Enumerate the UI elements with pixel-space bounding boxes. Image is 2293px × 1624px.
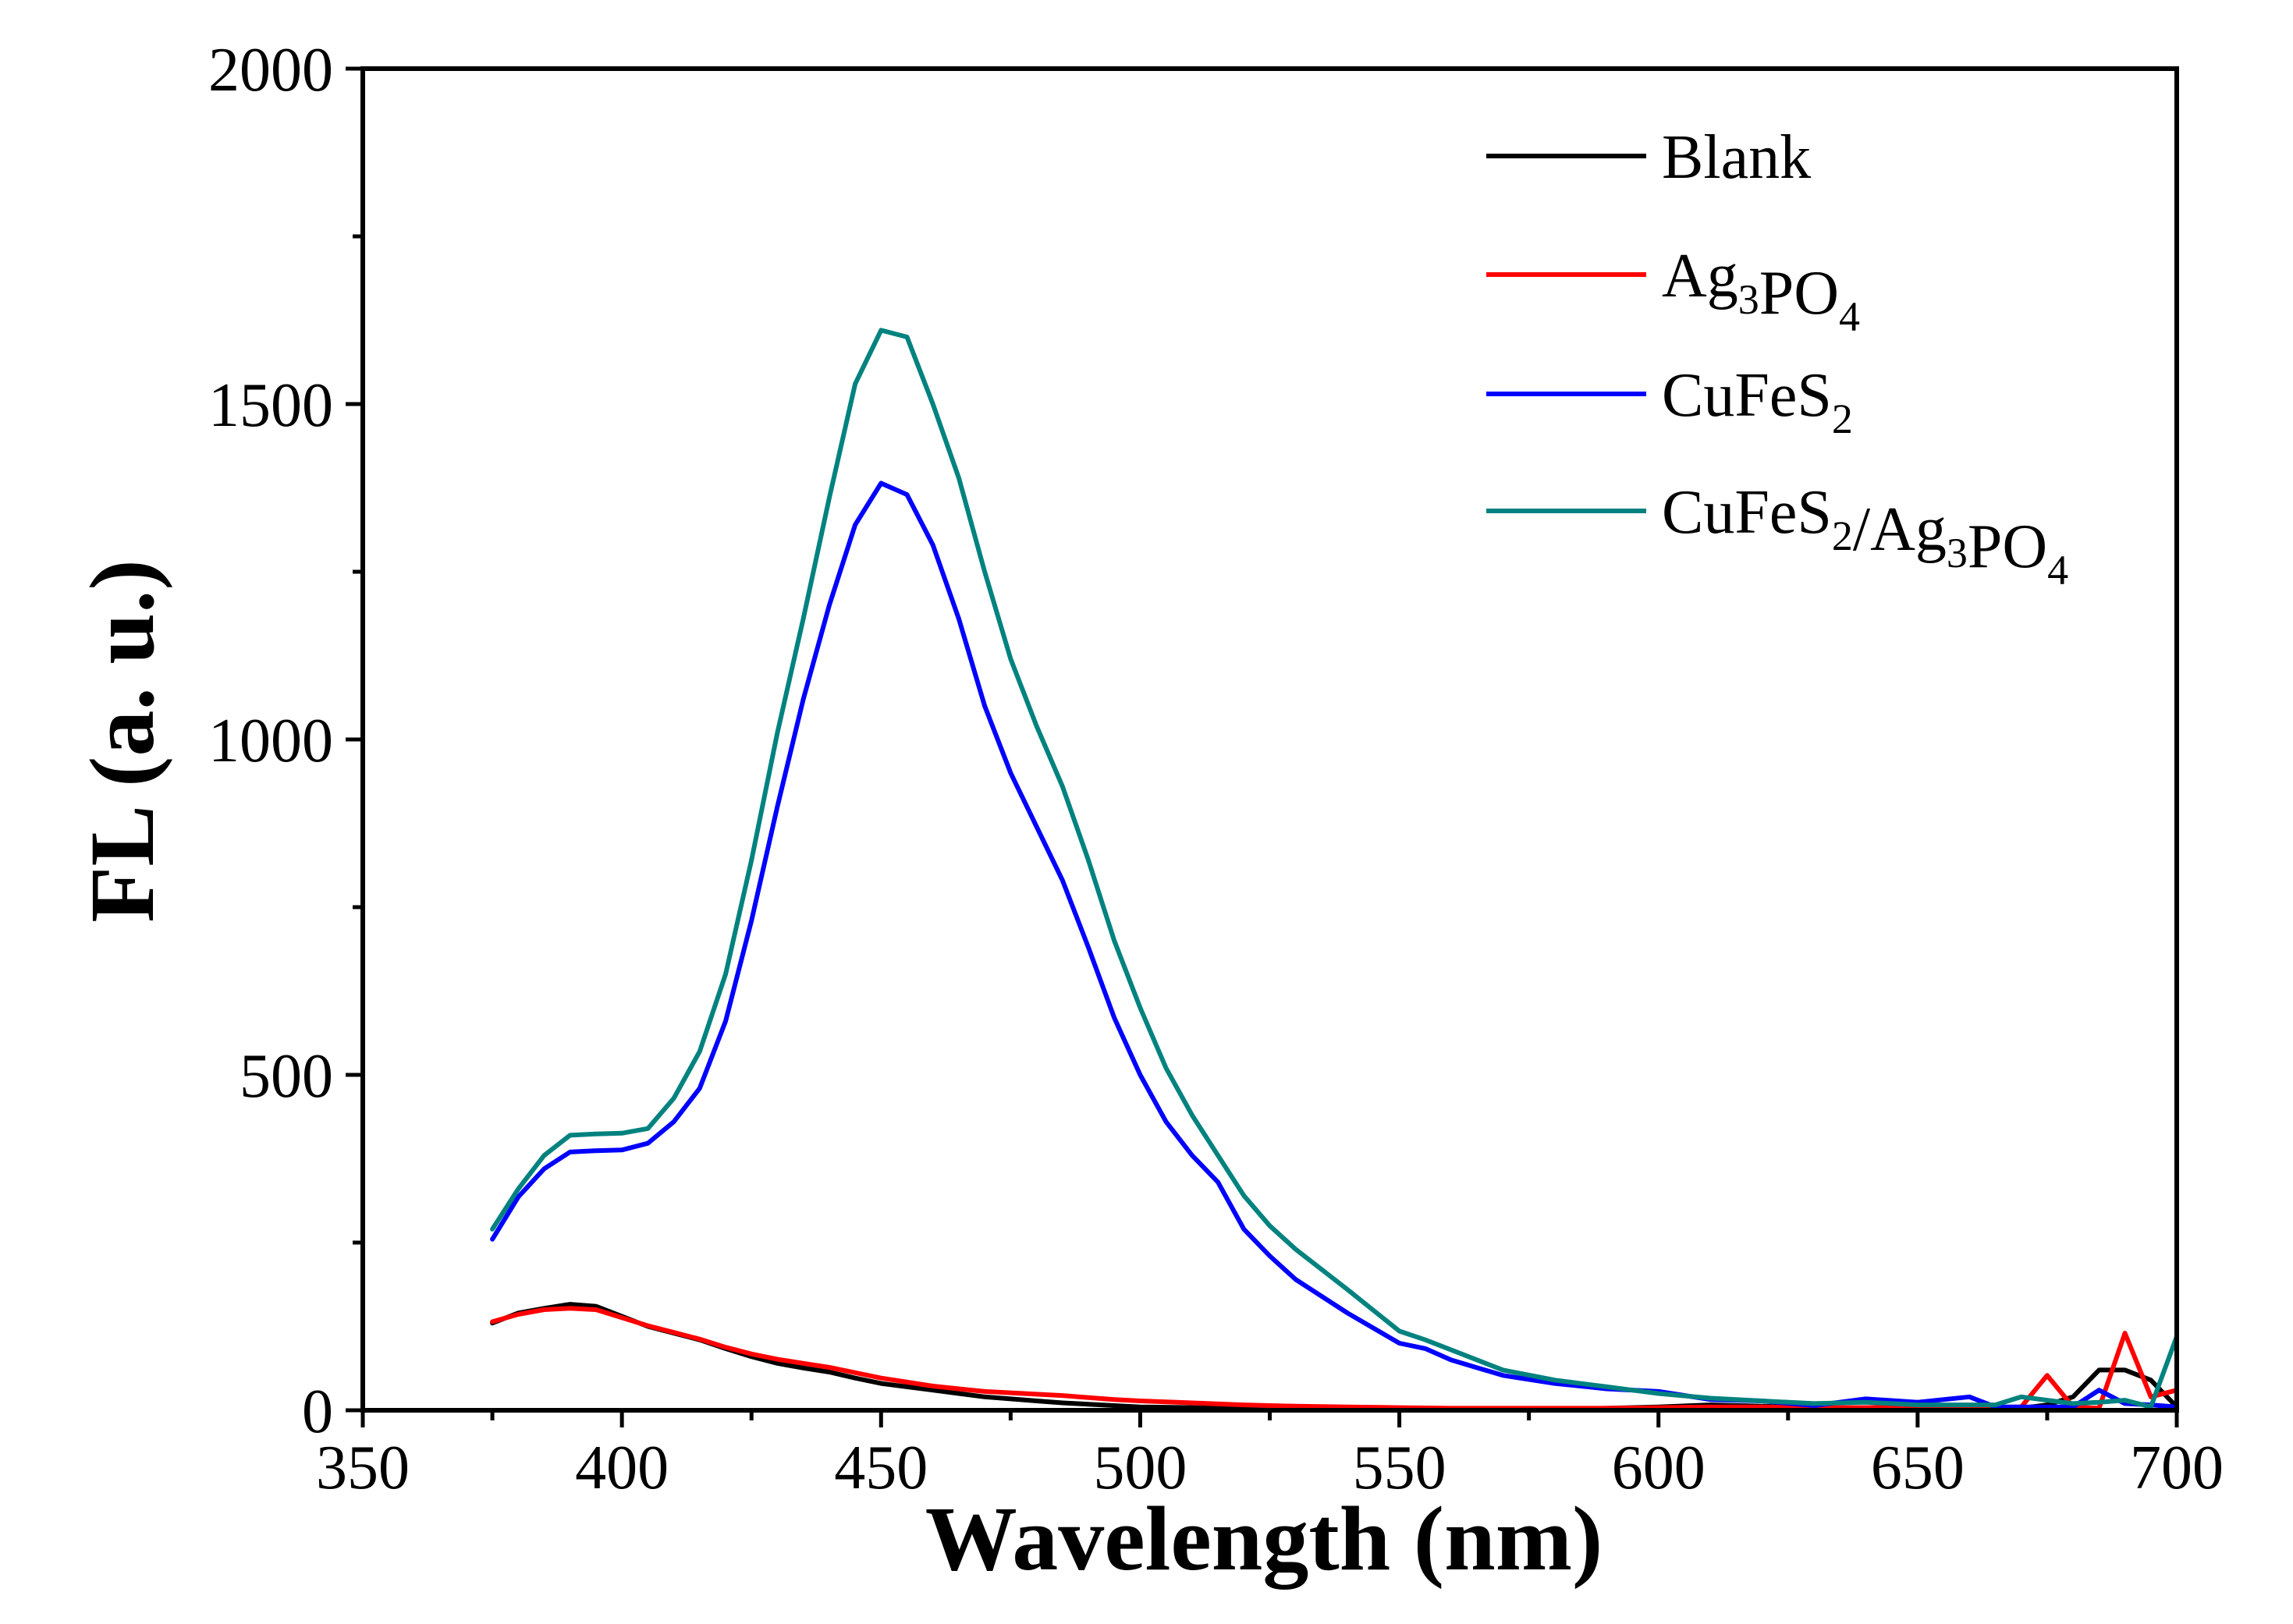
- axes: [346, 66, 2179, 1427]
- series-line-4: [490, 328, 2179, 1409]
- legend-label-2: Ag3PO4: [1662, 242, 1860, 340]
- series-line-1: [490, 1302, 2179, 1413]
- legend-label-1: Blank: [1662, 123, 1811, 192]
- x-tick-label: 450: [834, 1434, 928, 1502]
- legend-label-3: CuFeS2: [1662, 361, 1853, 442]
- series-lines: [490, 328, 2179, 1413]
- x-tick-label: 650: [1871, 1434, 1965, 1502]
- legend-label-4: CuFeS2/Ag3PO4: [1662, 478, 2068, 594]
- series-line-3: [490, 480, 2179, 1409]
- y-tick-label: 1000: [208, 707, 333, 775]
- x-tick-label: 350: [316, 1434, 410, 1502]
- x-axis-title: Wavelength (nm): [925, 1487, 1603, 1590]
- y-tick-label: 2000: [208, 36, 333, 105]
- x-tick-label: 700: [2130, 1434, 2224, 1502]
- legend: Blank Ag3PO4 CuFeS2 CuFeS2/Ag3PO4: [1486, 123, 2068, 594]
- series-line-2: [490, 1306, 2179, 1411]
- x-tick-label: 600: [1612, 1434, 1706, 1502]
- y-axis-title: FL (a. u.): [71, 559, 173, 923]
- y-tick-label: 0: [302, 1378, 333, 1446]
- x-tick-label: 550: [1353, 1434, 1446, 1502]
- y-tick-label: 500: [240, 1042, 333, 1111]
- y-tick-label: 1500: [208, 371, 333, 440]
- x-tick-label: 500: [1093, 1434, 1187, 1502]
- tick-labels: 350 400 450 500 550 600 650 700 0 500 1000 1500 2000: [208, 36, 2224, 1502]
- plot-frame: [360, 66, 2179, 1413]
- x-tick-label: 400: [575, 1434, 669, 1502]
